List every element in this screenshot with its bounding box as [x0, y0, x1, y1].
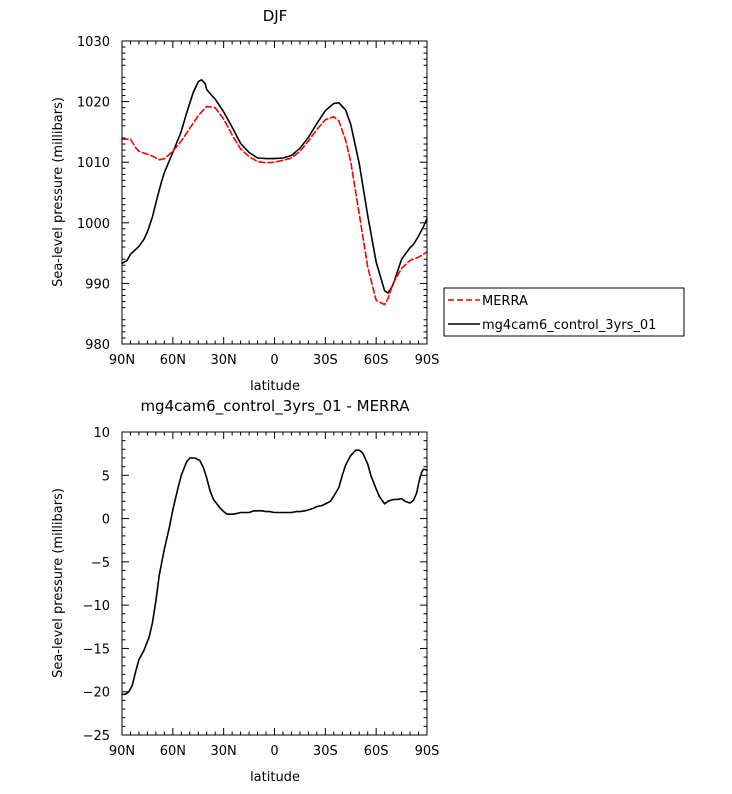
x-tick-label: 30S — [313, 744, 338, 759]
y-tick-label: 980 — [85, 338, 110, 353]
y-tick-labels: 980 990 1000 1010 1020 1030 — [77, 35, 110, 353]
x-tick-label: 90S — [415, 353, 440, 368]
y-axis-label: Sea-level pressure (millibars) — [51, 97, 66, 287]
x-tick-label: 0 — [270, 353, 278, 368]
y-tick-label: −15 — [83, 642, 110, 657]
chart-title: mg4cam6_control_3yrs_01 - MERRA — [140, 397, 410, 416]
x-tick-label: 0 — [270, 744, 278, 759]
y-tick-label: −20 — [83, 686, 110, 701]
series-line-difference — [121, 449, 428, 696]
series-line-merra — [121, 105, 428, 306]
y-tick-label: −25 — [83, 729, 110, 744]
y-tick-label: 1030 — [77, 35, 110, 50]
x-axis-label: latitude — [250, 770, 300, 785]
x-tick-label: 30S — [313, 353, 338, 368]
y-tick-label: 1000 — [77, 217, 110, 232]
axis-ticks — [121, 40, 428, 345]
legend-label-model: mg4cam6_control_3yrs_01 — [482, 318, 656, 333]
x-tick-label: 60S — [364, 353, 389, 368]
y-tick-label: 1010 — [77, 156, 110, 171]
y-tick-label: 0 — [102, 513, 110, 528]
series-lines — [121, 79, 428, 306]
x-tick-label: 60N — [160, 353, 186, 368]
x-tick-label: 90N — [109, 744, 135, 759]
chart-panel-difference: mg4cam6_control_3yrs_01 - MERRA Sea-leve… — [51, 397, 439, 785]
axis-ticks — [121, 431, 428, 736]
x-tick-labels: 90N 60N 30N 0 30S 60S 90S — [109, 353, 440, 368]
y-tick-label: 5 — [102, 469, 110, 484]
legend-box — [443, 287, 685, 337]
y-tick-label: −10 — [83, 599, 110, 614]
chart-title: DJF — [263, 7, 288, 25]
y-axis-label: Sea-level pressure (millibars) — [51, 488, 66, 678]
y-tick-labels: −25 −20 −15 −10 −5 0 5 10 — [83, 426, 110, 744]
x-tick-label: 30N — [211, 353, 237, 368]
legend-label-merra: MERRA — [482, 294, 528, 309]
y-tick-label: −5 — [91, 556, 110, 571]
y-tick-label: 10 — [93, 426, 110, 441]
x-tick-labels: 90N 60N 30N 0 30S 60S 90S — [109, 744, 440, 759]
x-tick-label: 90N — [109, 353, 135, 368]
plot-frame — [121, 40, 428, 345]
plot-frame — [121, 431, 428, 736]
x-axis-label: latitude — [250, 379, 300, 394]
x-tick-label: 60S — [364, 744, 389, 759]
y-tick-label: 1020 — [77, 96, 110, 111]
series-line-mg4cam6-control-3yrs-01 — [121, 79, 428, 294]
chart-panel-djf: DJF Sea-level pressure (millibars) latit… — [51, 7, 439, 394]
legend: MERRA mg4cam6_control_3yrs_01 — [443, 287, 685, 337]
x-tick-label: 90S — [415, 744, 440, 759]
x-tick-label: 60N — [160, 744, 186, 759]
series-lines — [121, 449, 428, 696]
y-tick-label: 990 — [85, 277, 110, 292]
x-tick-label: 30N — [211, 744, 237, 759]
